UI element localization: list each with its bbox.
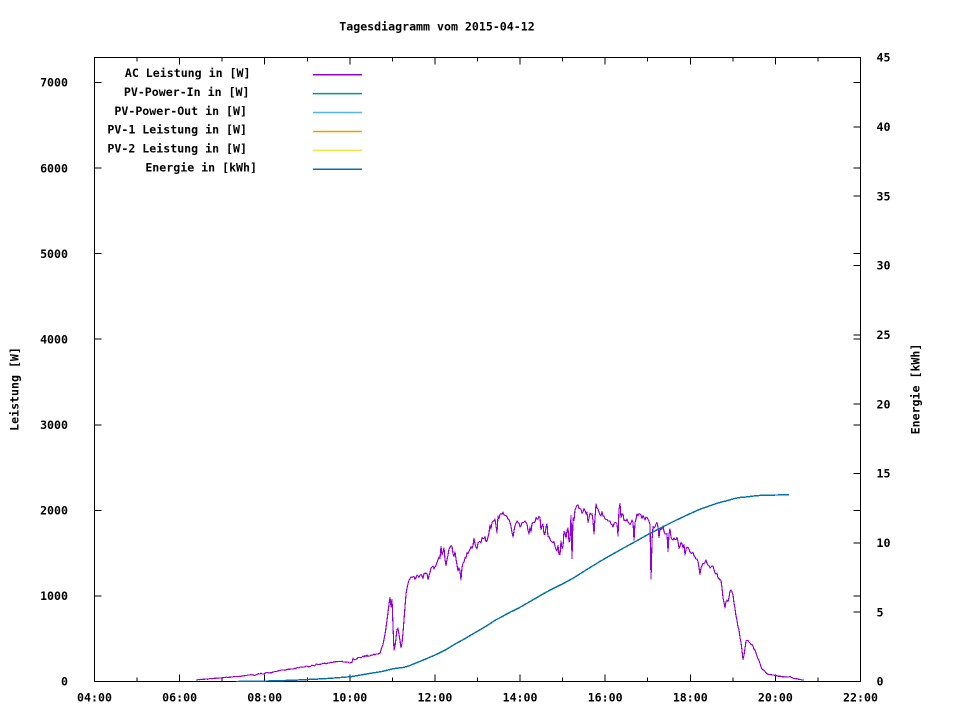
y-right-tick-label: 35 xyxy=(877,189,891,203)
x-tick-label: 20:00 xyxy=(758,691,793,705)
y-right-tick-label: 45 xyxy=(877,51,891,65)
y-left-tick-label: 4000 xyxy=(40,332,68,346)
legend-item: AC Leistung in [W] xyxy=(125,66,362,80)
y-left-tick-label: 6000 xyxy=(40,161,68,175)
axes-layer xyxy=(94,57,861,682)
legend-item: PV-2 Leistung in [W] xyxy=(107,142,362,156)
y-right-tick-label: 40 xyxy=(877,120,891,134)
y-left-tick-label: 2000 xyxy=(40,504,68,518)
y-right-tick-label: 10 xyxy=(877,536,891,550)
x-tick-label: 04:00 xyxy=(77,691,112,705)
x-tick-label: 08:00 xyxy=(247,691,282,705)
y-right-axis-title: Energie [kWh] xyxy=(909,344,923,435)
series-layer xyxy=(195,494,805,683)
x-tick-label: 12:00 xyxy=(417,691,452,705)
legend-label: Energie in [kWh] xyxy=(145,161,257,175)
legend-item: Energie in [kWh] xyxy=(145,161,362,175)
y-left-axis-title: Leistung [W] xyxy=(8,347,22,431)
series-line-ac-leistung-in-w xyxy=(195,503,805,681)
x-tick-label: 10:00 xyxy=(332,691,367,705)
y-right-tick-label: 0 xyxy=(877,675,884,689)
y-right-tick-label: 5 xyxy=(877,605,884,619)
legend-item: PV-Power-In in [W] xyxy=(124,85,362,99)
x-tick-label: 16:00 xyxy=(588,691,623,705)
x-tick-label: 22:00 xyxy=(843,691,878,705)
y-right-tick-label: 25 xyxy=(877,328,891,342)
y-right-tick-label: 30 xyxy=(877,259,891,273)
legend-item: PV-1 Leistung in [W] xyxy=(107,123,362,137)
x-tick-label: 14:00 xyxy=(503,691,538,705)
series-line-energie-in-kwh xyxy=(235,494,790,683)
legend: AC Leistung in [W] PV-Power-In in [W] PV-P… xyxy=(107,66,362,175)
y-right-tick-label: 20 xyxy=(877,397,891,411)
axis-labels-layer: 04:00 06:00 08:00 10:00 12:00 14:00 16:00 18:00… xyxy=(8,51,923,705)
legend-item: PV-Power-Out in [W] xyxy=(114,104,362,118)
y-left-tick-label: 7000 xyxy=(40,76,68,90)
y-left-tick-label: 5000 xyxy=(40,247,68,261)
legend-label: PV-2 Leistung in [W] xyxy=(107,142,247,156)
legend-label: PV-Power-In in [W] xyxy=(124,85,250,99)
chart-title: Tagesdiagramm vom 2015-04-12 xyxy=(339,20,534,34)
y-left-tick-label: 1000 xyxy=(40,589,68,603)
x-tick-label: 06:00 xyxy=(162,691,197,705)
y-left-tick-label: 0 xyxy=(61,675,68,689)
legend-label: PV-1 Leistung in [W] xyxy=(107,123,247,137)
y-right-tick-label: 15 xyxy=(877,467,891,481)
legend-label: PV-Power-Out in [W] xyxy=(114,104,247,118)
x-tick-label: 18:00 xyxy=(673,691,708,705)
legend-label: AC Leistung in [W] xyxy=(125,66,251,80)
y-left-tick-label: 3000 xyxy=(40,418,68,432)
